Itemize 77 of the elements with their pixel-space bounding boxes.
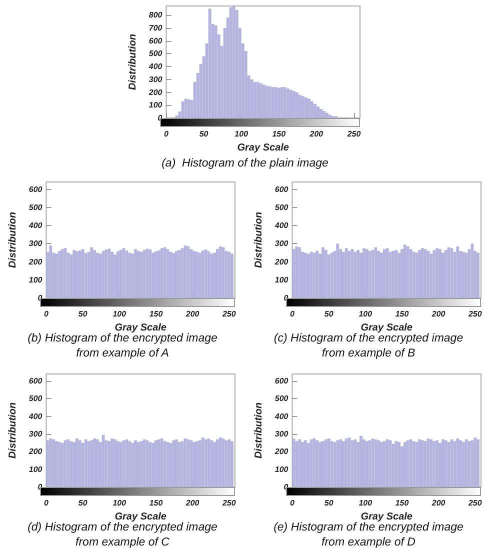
x-tick-label: 0 (290, 498, 296, 508)
x-tick-label: 250 (346, 130, 362, 138)
y-axis-title: Distribution (254, 402, 264, 459)
x-tick-label: 50 (78, 498, 88, 508)
x-tick-label: 50 (324, 310, 334, 318)
y-tick-label: 600 (274, 376, 289, 386)
y-axis-title: Distribution (128, 34, 138, 90)
y-tick-label: 400 (28, 412, 43, 421)
y-tick-label: 600 (274, 184, 289, 194)
x-tick-label: 50 (199, 130, 209, 138)
y-tick-label: 100 (148, 100, 163, 110)
x-tick-label: 200 (430, 498, 446, 508)
y-tick-label: 300 (28, 239, 43, 248)
x-tick-label: 200 (430, 310, 446, 318)
x-tick-label: 150 (395, 498, 410, 508)
y-tick-label: 200 (28, 257, 43, 266)
y-tick-label: 300 (28, 430, 43, 439)
y-tick-label: 200 (274, 447, 289, 456)
x-axis-title: Gray Scale (114, 511, 167, 522)
text: (b) Histogram of the encrypted image from example of A (28, 332, 218, 360)
y-tick-label: 200 (28, 447, 43, 456)
text: (a) Histogram of the plain image (162, 158, 328, 170)
x-tick-label: 200 (308, 130, 324, 138)
y-tick-label: 100 (274, 464, 289, 474)
y-tick-label: 200 (148, 88, 163, 97)
y-tick-label: 400 (274, 412, 289, 421)
y-tick-label: 600 (148, 36, 163, 46)
x-axis-title: Gray Scale (237, 142, 290, 154)
y-tick-label: 100 (28, 464, 43, 474)
x-tick-label: 100 (234, 130, 249, 138)
x-tick-label: 100 (358, 498, 373, 508)
x-tick-label: 50 (78, 310, 88, 318)
y-tick-label: 300 (148, 74, 163, 84)
y-axis-title: Distribution (8, 212, 18, 268)
x-tick-label: 100 (112, 498, 127, 508)
text: (e) Histogram of the encrypted image from example of D (274, 522, 464, 548)
y-tick-label: 500 (274, 202, 289, 212)
x-tick-label: 250 (467, 310, 482, 318)
x-axis-title: Gray Scale (360, 322, 413, 334)
y-tick-label: 600 (28, 376, 43, 386)
y-tick-label: 300 (274, 430, 289, 439)
x-tick-label: 0 (44, 498, 50, 508)
y-tick-label: 600 (28, 184, 43, 194)
x-tick-label: 0 (164, 130, 170, 138)
x-tick-label: 0 (44, 310, 50, 318)
x-axis-title: Gray Scale (114, 322, 167, 334)
y-tick-label: 400 (148, 62, 163, 72)
y-tick-label: 800 (148, 10, 163, 20)
x-tick-label: 250 (467, 498, 482, 508)
text: (c) Histogram of the encrypted image from example of B (274, 332, 464, 360)
y-tick-label: 200 (274, 257, 289, 266)
y-tick-label: 100 (274, 275, 289, 284)
x-tick-label: 150 (149, 498, 164, 508)
y-tick-label: 100 (28, 275, 43, 284)
text: (d) Histogram of the encrypted image from example of C (28, 522, 218, 548)
x-tick-label: 150 (272, 130, 286, 138)
y-tick-label: 500 (28, 202, 43, 212)
y-tick-label: 500 (28, 394, 43, 404)
x-tick-label: 250 (221, 310, 236, 318)
y-tick-label: 300 (274, 239, 289, 248)
x-tick-label: 200 (184, 498, 200, 508)
x-tick-label: 100 (358, 310, 373, 318)
x-tick-label: 150 (149, 310, 164, 318)
x-tick-label: 150 (395, 310, 410, 318)
y-axis-title: Distribution (8, 402, 18, 459)
y-axis-title: Distribution (254, 212, 264, 268)
x-tick-label: 250 (221, 498, 236, 508)
x-axis-title: Gray Scale (360, 511, 413, 522)
y-tick-label: 400 (28, 221, 43, 230)
y-tick-label: 500 (148, 49, 163, 58)
y-tick-label: 500 (274, 394, 289, 404)
y-tick-label: 700 (148, 23, 163, 32)
x-tick-label: 200 (184, 310, 200, 318)
x-tick-label: 0 (290, 310, 296, 318)
x-tick-label: 100 (112, 310, 127, 318)
x-tick-label: 50 (324, 498, 334, 508)
y-tick-label: 400 (274, 221, 289, 230)
